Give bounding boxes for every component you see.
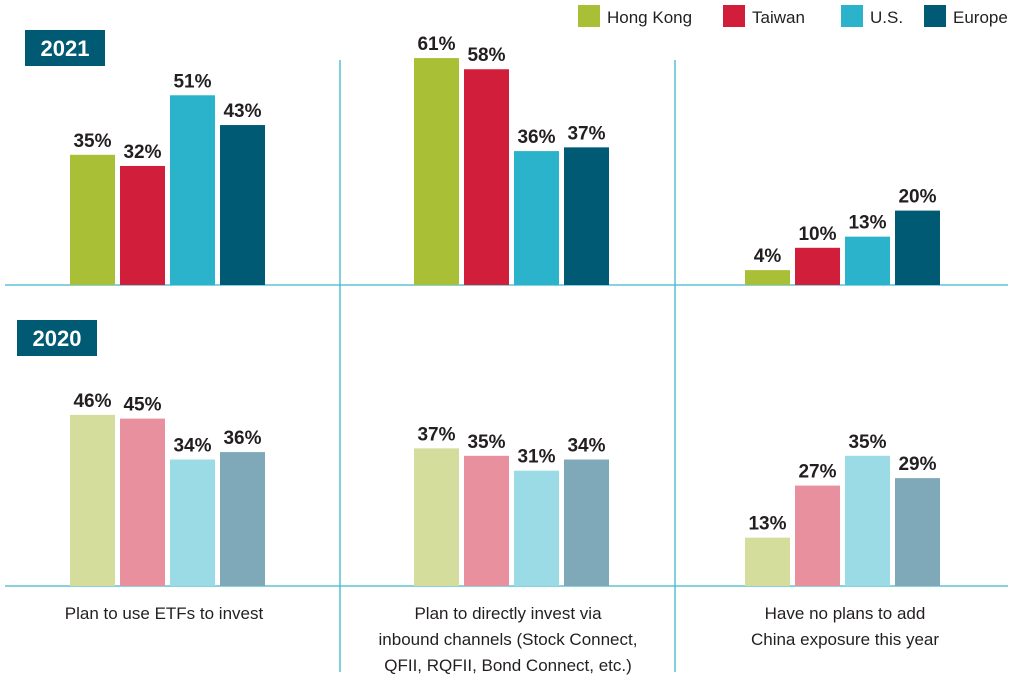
data-label-2021-taiwan-3: 10%	[798, 224, 836, 245]
data-label-2020-u-s-2: 31%	[517, 447, 555, 468]
bar-2021-taiwan-1	[120, 165, 165, 285]
data-label-2020-taiwan-2: 35%	[467, 432, 505, 453]
bar-2020-hong-kong-2	[414, 448, 459, 586]
data-label-2020-hong-kong-2: 37%	[417, 424, 455, 445]
legend-swatch-u-s	[841, 5, 863, 27]
bar-2021-u-s-3	[845, 236, 890, 285]
bar-2021-taiwan-2	[464, 69, 509, 286]
data-label-2020-taiwan-3: 27%	[798, 462, 836, 483]
data-label-2020-europe-2: 34%	[567, 436, 605, 457]
bar-2020-u-s-3	[845, 455, 890, 586]
data-label-2021-europe-3: 20%	[898, 187, 936, 208]
bar-2020-taiwan-2	[464, 455, 509, 586]
legend-label-europe: Europe	[953, 8, 1008, 27]
data-label-2020-u-s-1: 34%	[173, 436, 211, 457]
data-label-2021-europe-2: 37%	[567, 123, 605, 144]
bar-2021-taiwan-3	[795, 247, 840, 285]
bar-2021-europe-1	[220, 125, 265, 285]
data-label-2020-europe-3: 29%	[898, 454, 936, 475]
data-label-2021-u-s-2: 36%	[517, 127, 555, 148]
data-label-2020-europe-1: 36%	[223, 428, 261, 449]
legend-label-hong-kong: Hong Kong	[607, 8, 692, 27]
bar-2021-u-s-2	[514, 151, 559, 285]
bar-2020-europe-3	[895, 478, 940, 586]
data-label-2020-u-s-3: 35%	[848, 432, 886, 453]
bar-2020-europe-2	[564, 459, 609, 586]
year-label-2021: 2021	[41, 36, 90, 61]
legend-swatch-hong-kong	[578, 5, 600, 27]
year-badge-2020	[17, 320, 97, 356]
bar-2020-taiwan-3	[795, 485, 840, 586]
data-label-2021-u-s-3: 13%	[848, 213, 886, 234]
bar-2021-u-s-1	[170, 95, 215, 285]
data-label-2021-europe-1: 43%	[223, 101, 261, 122]
data-label-2021-u-s-1: 51%	[173, 71, 211, 92]
data-label-2020-hong-kong-3: 13%	[748, 514, 786, 535]
bar-2021-hong-kong-2	[414, 58, 459, 285]
data-label-2021-taiwan-2: 58%	[467, 45, 505, 66]
bar-2020-taiwan-1	[120, 418, 165, 586]
legend-swatch-taiwan	[723, 5, 745, 27]
year-badge-2021	[25, 30, 105, 66]
category-label-3-line-1: Have no plans to add	[765, 604, 926, 623]
legend-label-u-s: U.S.	[870, 8, 903, 27]
year-label-2020: 2020	[33, 326, 82, 351]
data-label-2021-hong-kong-3: 4%	[754, 246, 782, 267]
category-label-3-line-2: China exposure this year	[751, 630, 939, 649]
legend-swatch-europe	[924, 5, 946, 27]
bar-2020-u-s-2	[514, 470, 559, 586]
bar-2021-hong-kong-1	[70, 154, 115, 285]
bar-2020-hong-kong-1	[70, 414, 115, 586]
category-label-2-line-3: QFII, RQFII, Bond Connect, etc.)	[384, 656, 632, 675]
bar-2021-hong-kong-3	[745, 270, 790, 285]
category-label-1-line-1: Plan to use ETFs to invest	[65, 604, 264, 623]
data-label-2020-taiwan-1: 45%	[123, 395, 161, 416]
bar-2020-europe-1	[220, 452, 265, 586]
legend-label-taiwan: Taiwan	[752, 8, 805, 27]
bar-2021-europe-2	[564, 147, 609, 285]
bar-2021-europe-3	[895, 210, 940, 285]
bar-2020-hong-kong-3	[745, 537, 790, 586]
data-label-2021-taiwan-1: 32%	[123, 142, 161, 163]
data-label-2020-hong-kong-1: 46%	[73, 391, 111, 412]
category-label-2-line-2: inbound channels (Stock Connect,	[379, 630, 638, 649]
category-label-2-line-1: Plan to directly invest via	[414, 604, 602, 623]
data-label-2021-hong-kong-1: 35%	[73, 131, 111, 152]
bar-2020-u-s-1	[170, 459, 215, 586]
data-label-2021-hong-kong-2: 61%	[417, 34, 455, 55]
